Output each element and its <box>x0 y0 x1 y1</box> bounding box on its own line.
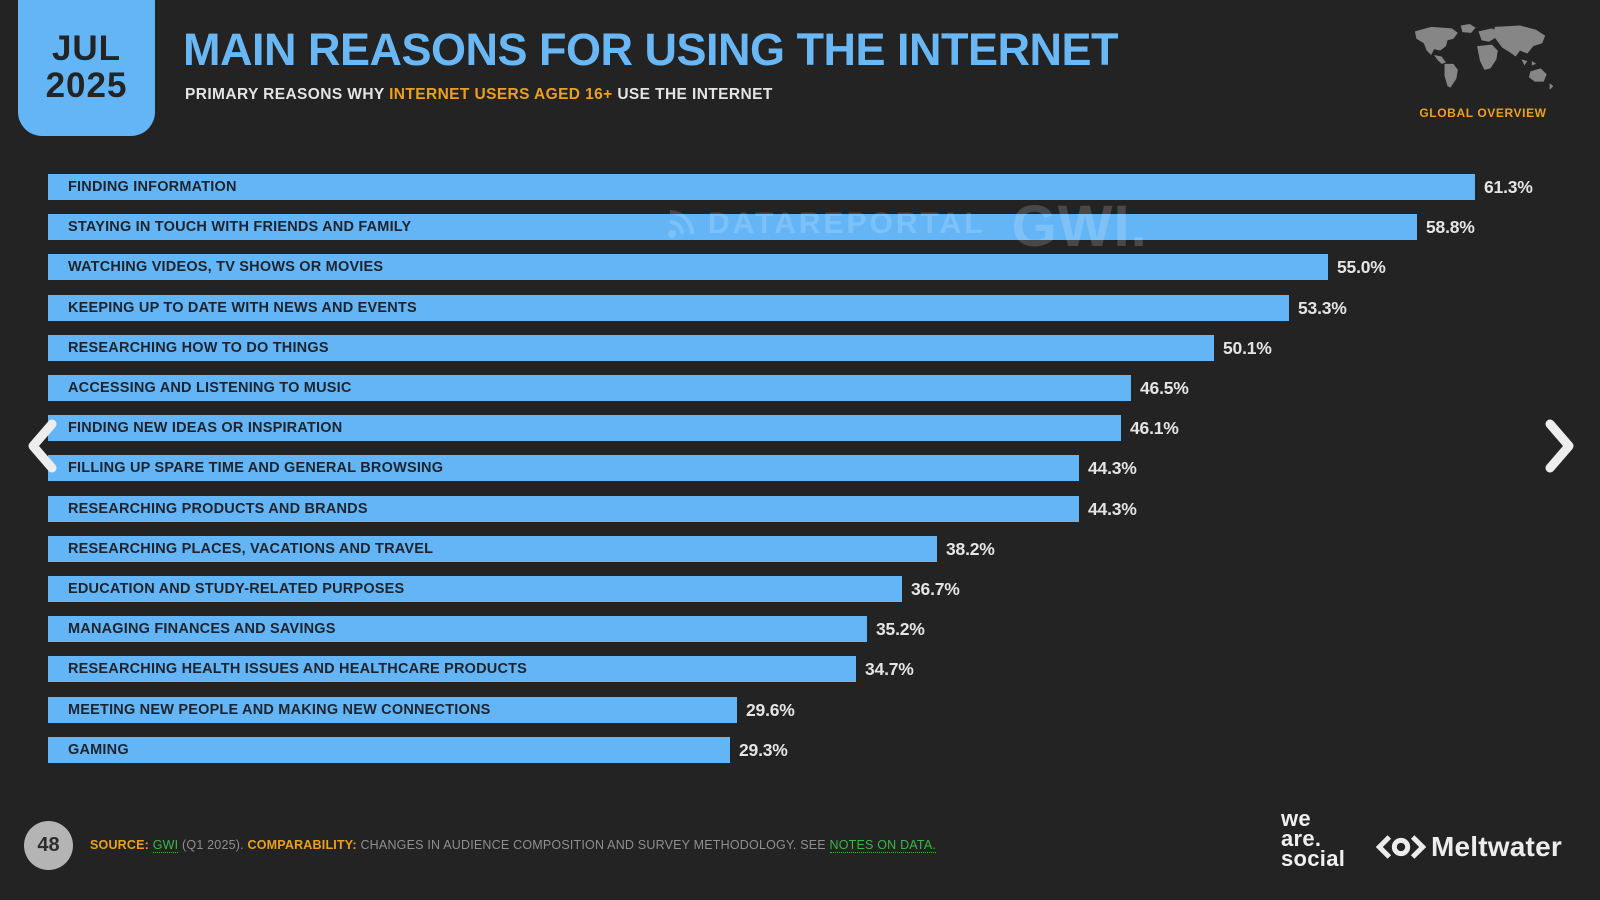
bar-category-label: RESEARCHING HEALTH ISSUES AND HEALTHCARE… <box>68 661 528 677</box>
bar-chart: FINDING INFORMATION 61.3% STAYING IN TOUCH… <box>48 174 1588 774</box>
source-link-gwi[interactable]: GWI <box>152 838 179 853</box>
bar: MANAGING FINANCES AND SAVINGS <box>48 616 867 642</box>
was-logo-line-2: are. <box>1281 826 1322 851</box>
bar: FILLING UP SPARE TIME AND GENERAL BROWSI… <box>48 455 1079 481</box>
date-badge-month: JUL <box>51 29 122 68</box>
bar-value-label: 55.0% <box>1337 256 1386 277</box>
comparability-label: COMPARABILITY: <box>247 838 357 852</box>
subtitle-suffix: USE THE INTERNET <box>612 86 773 103</box>
bar-value-label: 53.3% <box>1298 297 1347 318</box>
page-title: MAIN REASONS FOR USING THE INTERNET <box>183 24 1119 75</box>
bar-row: MANAGING FINANCES AND SAVINGS 35.2% <box>48 616 925 642</box>
comparability-text: CHANGES IN AUDIENCE COMPOSITION AND SURV… <box>360 838 826 852</box>
page-number-badge: 48 <box>24 821 73 870</box>
bar-row: GAMING 29.3% <box>48 737 788 763</box>
bar: FINDING NEW IDEAS OR INSPIRATION <box>48 415 1121 441</box>
bar-category-label: KEEPING UP TO DATE WITH NEWS AND EVENTS <box>68 300 417 316</box>
bar: STAYING IN TOUCH WITH FRIENDS AND FAMILY <box>48 214 1417 240</box>
bar: RESEARCHING PLACES, VACATIONS AND TRAVEL <box>48 536 937 562</box>
bar-category-label: FILLING UP SPARE TIME AND GENERAL BROWSI… <box>68 460 444 476</box>
bar-category-label: MANAGING FINANCES AND SAVINGS <box>68 621 336 637</box>
bar-category-label: ACCESSING AND LISTENING TO MUSIC <box>68 380 352 396</box>
bar: FINDING INFORMATION <box>48 174 1475 200</box>
bar-value-label: 34.7% <box>865 658 914 679</box>
bar-row: MEETING NEW PEOPLE AND MAKING NEW CONNEC… <box>48 697 795 723</box>
meltwater-eye-icon <box>1376 835 1426 859</box>
bar: RESEARCHING HOW TO DO THINGS <box>48 335 1214 361</box>
subtitle-prefix: PRIMARY REASONS WHY <box>185 86 390 103</box>
bar: KEEPING UP TO DATE WITH NEWS AND EVENTS <box>48 295 1289 321</box>
meltwater-logo: Meltwater <box>1376 831 1562 863</box>
bar: RESEARCHING HEALTH ISSUES AND HEALTHCARE… <box>48 656 856 682</box>
meltwater-logo-text: Meltwater <box>1431 831 1562 862</box>
bar-category-label: STAYING IN TOUCH WITH FRIENDS AND FAMILY <box>68 219 412 235</box>
bar-row: FINDING NEW IDEAS OR INSPIRATION 46.1% <box>48 415 1179 441</box>
bar-row: FINDING INFORMATION 61.3% <box>48 174 1533 200</box>
bar-value-label: 29.3% <box>739 739 788 760</box>
bar-row: RESEARCHING HOW TO DO THINGS 50.1% <box>48 335 1272 361</box>
subtitle-highlight: INTERNET USERS AGED 16+ <box>389 86 613 103</box>
bar-value-label: 36.7% <box>911 578 960 599</box>
was-logo-line-1: we <box>1281 806 1311 831</box>
global-overview-block: GLOBAL OVERVIEW <box>1408 18 1558 128</box>
was-logo-line-3: social <box>1281 846 1346 871</box>
bar-category-label: RESEARCHING HOW TO DO THINGS <box>68 340 329 356</box>
notes-on-data-link[interactable]: NOTES ON DATA. <box>829 838 937 853</box>
next-slide-button[interactable] <box>1542 418 1578 474</box>
source-label: SOURCE: <box>90 838 150 852</box>
bar: EDUCATION AND STUDY-RELATED PURPOSES <box>48 576 902 602</box>
page-number: 48 <box>37 834 60 856</box>
bar-row: STAYING IN TOUCH WITH FRIENDS AND FAMILY… <box>48 214 1475 240</box>
bar: GAMING <box>48 737 730 763</box>
source-rest: (Q1 2025). <box>182 838 244 852</box>
page-subtitle: PRIMARY REASONS WHY INTERNET USERS AGED … <box>185 86 773 104</box>
chevron-right-icon <box>1545 419 1574 473</box>
bar-category-label: RESEARCHING PRODUCTS AND BRANDS <box>68 501 368 517</box>
bar-category-label: RESEARCHING PLACES, VACATIONS AND TRAVEL <box>68 541 434 557</box>
date-badge: JUL 2025 <box>18 0 155 136</box>
date-badge-year: 2025 <box>45 66 128 105</box>
bar-row: FILLING UP SPARE TIME AND GENERAL BROWSI… <box>48 455 1137 481</box>
chevron-left-icon <box>28 419 57 473</box>
bar: ACCESSING AND LISTENING TO MUSIC <box>48 375 1131 401</box>
world-map-icon <box>1414 23 1554 90</box>
bar-value-label: 61.3% <box>1484 176 1533 197</box>
bar-row: WATCHING VIDEOS, TV SHOWS OR MOVIES 55.0% <box>48 254 1386 280</box>
bar-value-label: 44.3% <box>1088 498 1137 519</box>
bar: MEETING NEW PEOPLE AND MAKING NEW CONNEC… <box>48 697 737 723</box>
we-are-social-logo: we are. social <box>1281 806 1346 871</box>
bar-category-label: WATCHING VIDEOS, TV SHOWS OR MOVIES <box>68 259 384 275</box>
bar-value-label: 29.6% <box>746 699 795 720</box>
bar-value-label: 38.2% <box>946 538 995 559</box>
bar-value-label: 44.3% <box>1088 457 1137 478</box>
region-label: GLOBAL OVERVIEW <box>1419 106 1547 120</box>
bar-category-label: MEETING NEW PEOPLE AND MAKING NEW CONNEC… <box>68 702 491 718</box>
bar-row: KEEPING UP TO DATE WITH NEWS AND EVENTS 5… <box>48 295 1347 321</box>
bar-value-label: 46.5% <box>1140 377 1189 398</box>
bar-category-label: GAMING <box>68 742 129 758</box>
bar-row: ACCESSING AND LISTENING TO MUSIC 46.5% <box>48 375 1189 401</box>
bar-value-label: 50.1% <box>1223 337 1272 358</box>
bar-category-label: EDUCATION AND STUDY-RELATED PURPOSES <box>68 581 405 597</box>
prev-slide-button[interactable] <box>24 418 60 474</box>
bar-row: RESEARCHING PRODUCTS AND BRANDS 44.3% <box>48 496 1137 522</box>
bar-value-label: 35.2% <box>876 618 925 639</box>
bar: WATCHING VIDEOS, TV SHOWS OR MOVIES <box>48 254 1328 280</box>
bar-row: RESEARCHING PLACES, VACATIONS AND TRAVEL… <box>48 536 995 562</box>
bar-category-label: FINDING INFORMATION <box>68 179 237 195</box>
bar-value-label: 46.1% <box>1130 417 1179 438</box>
bar-value-label: 58.8% <box>1426 216 1475 237</box>
bar: RESEARCHING PRODUCTS AND BRANDS <box>48 496 1079 522</box>
source-line: SOURCE: GWI (Q1 2025). COMPARABILITY: CH… <box>90 838 937 853</box>
bar-row: RESEARCHING HEALTH ISSUES AND HEALTHCARE… <box>48 656 914 682</box>
bar-category-label: FINDING NEW IDEAS OR INSPIRATION <box>68 420 343 436</box>
bar-row: EDUCATION AND STUDY-RELATED PURPOSES 36.7… <box>48 576 960 602</box>
